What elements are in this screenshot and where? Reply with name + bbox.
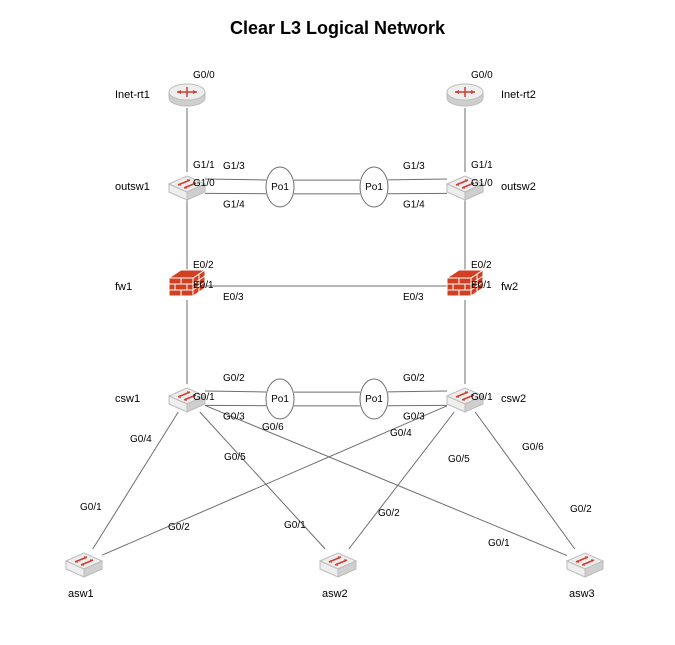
node-fw1: fw1: [115, 270, 205, 296]
svg-text:G0/4: G0/4: [390, 428, 412, 439]
node-inet_rt2: Inet-rt2: [447, 84, 536, 106]
svg-text:G0/2: G0/2: [223, 373, 245, 384]
svg-text:G0/0: G0/0: [193, 70, 215, 81]
svg-text:G1/4: G1/4: [223, 199, 245, 210]
svg-text:G0/2: G0/2: [168, 522, 190, 533]
svg-text:G0/6: G0/6: [262, 422, 284, 433]
svg-text:Po1: Po1: [271, 182, 289, 193]
svg-text:asw1: asw1: [68, 588, 94, 600]
svg-text:G0/3: G0/3: [223, 411, 245, 422]
svg-text:G1/4: G1/4: [403, 199, 425, 210]
svg-text:G0/5: G0/5: [448, 454, 470, 465]
svg-text:Clear L3 Logical Network: Clear L3 Logical Network: [230, 18, 446, 38]
svg-text:G1/3: G1/3: [223, 161, 245, 172]
svg-text:asw2: asw2: [322, 588, 348, 600]
svg-text:asw3: asw3: [569, 588, 595, 600]
svg-text:Po1: Po1: [271, 394, 289, 405]
svg-text:E0/3: E0/3: [403, 292, 424, 303]
node-asw1: asw1: [66, 553, 102, 600]
svg-text:G0/3: G0/3: [403, 411, 425, 422]
svg-text:G0/6: G0/6: [522, 442, 544, 453]
svg-text:outsw2: outsw2: [501, 181, 536, 193]
svg-text:G1/0: G1/0: [471, 178, 493, 189]
svg-text:E0/1: E0/1: [193, 280, 214, 291]
node-outsw1: outsw1: [115, 176, 205, 200]
svg-text:G0/1: G0/1: [488, 538, 510, 549]
svg-text:Inet-rt1: Inet-rt1: [115, 89, 150, 101]
network-diagram: Clear L3 Logical Network Inet-rt1 Inet-rt2…: [0, 0, 675, 645]
svg-text:G0/2: G0/2: [403, 373, 425, 384]
svg-text:G1/1: G1/1: [193, 160, 215, 171]
node-po_out_l: Po1: [266, 167, 294, 207]
svg-text:G1/1: G1/1: [471, 160, 493, 171]
edges-layer: [93, 108, 575, 556]
svg-text:fw2: fw2: [501, 281, 518, 293]
svg-text:G0/1: G0/1: [284, 520, 306, 531]
nodes-layer: Inet-rt1 Inet-rt2 outsw1 outsw2 fw1 fw2 csw1 cs…: [66, 84, 603, 600]
svg-text:Po1: Po1: [365, 394, 383, 405]
svg-text:G0/5: G0/5: [224, 452, 246, 463]
svg-text:E0/3: E0/3: [223, 292, 244, 303]
svg-text:fw1: fw1: [115, 281, 132, 293]
node-csw1: csw1: [115, 388, 205, 412]
svg-text:csw1: csw1: [115, 393, 140, 405]
svg-text:outsw1: outsw1: [115, 181, 150, 193]
svg-text:G0/4: G0/4: [130, 434, 152, 445]
svg-text:G0/0: G0/0: [471, 70, 493, 81]
svg-text:Inet-rt2: Inet-rt2: [501, 89, 536, 101]
svg-text:E0/2: E0/2: [193, 260, 214, 271]
svg-text:Po1: Po1: [365, 182, 383, 193]
node-po_csw_l: Po1: [266, 379, 294, 419]
svg-text:G0/2: G0/2: [570, 504, 592, 515]
svg-text:G0/1: G0/1: [471, 392, 493, 403]
node-asw3: asw3: [567, 553, 603, 600]
svg-text:G0/1: G0/1: [193, 392, 215, 403]
node-inet_rt1: Inet-rt1: [115, 84, 205, 106]
node-asw2: asw2: [320, 553, 356, 600]
svg-text:G0/1: G0/1: [80, 502, 102, 513]
svg-text:G1/0: G1/0: [193, 178, 215, 189]
svg-text:E0/2: E0/2: [471, 260, 492, 271]
svg-text:E0/1: E0/1: [471, 280, 492, 291]
svg-text:G0/2: G0/2: [378, 508, 400, 519]
labels-layer: G0/0 G1/0 G0/0 G1/0 G1/1 E0/1 G1/1 E0/1 E0/2 G0/1…: [80, 70, 592, 549]
node-po_out_r: Po1: [360, 167, 388, 207]
svg-text:csw2: csw2: [501, 393, 526, 405]
svg-text:G1/3: G1/3: [403, 161, 425, 172]
node-po_csw_r: Po1: [360, 379, 388, 419]
